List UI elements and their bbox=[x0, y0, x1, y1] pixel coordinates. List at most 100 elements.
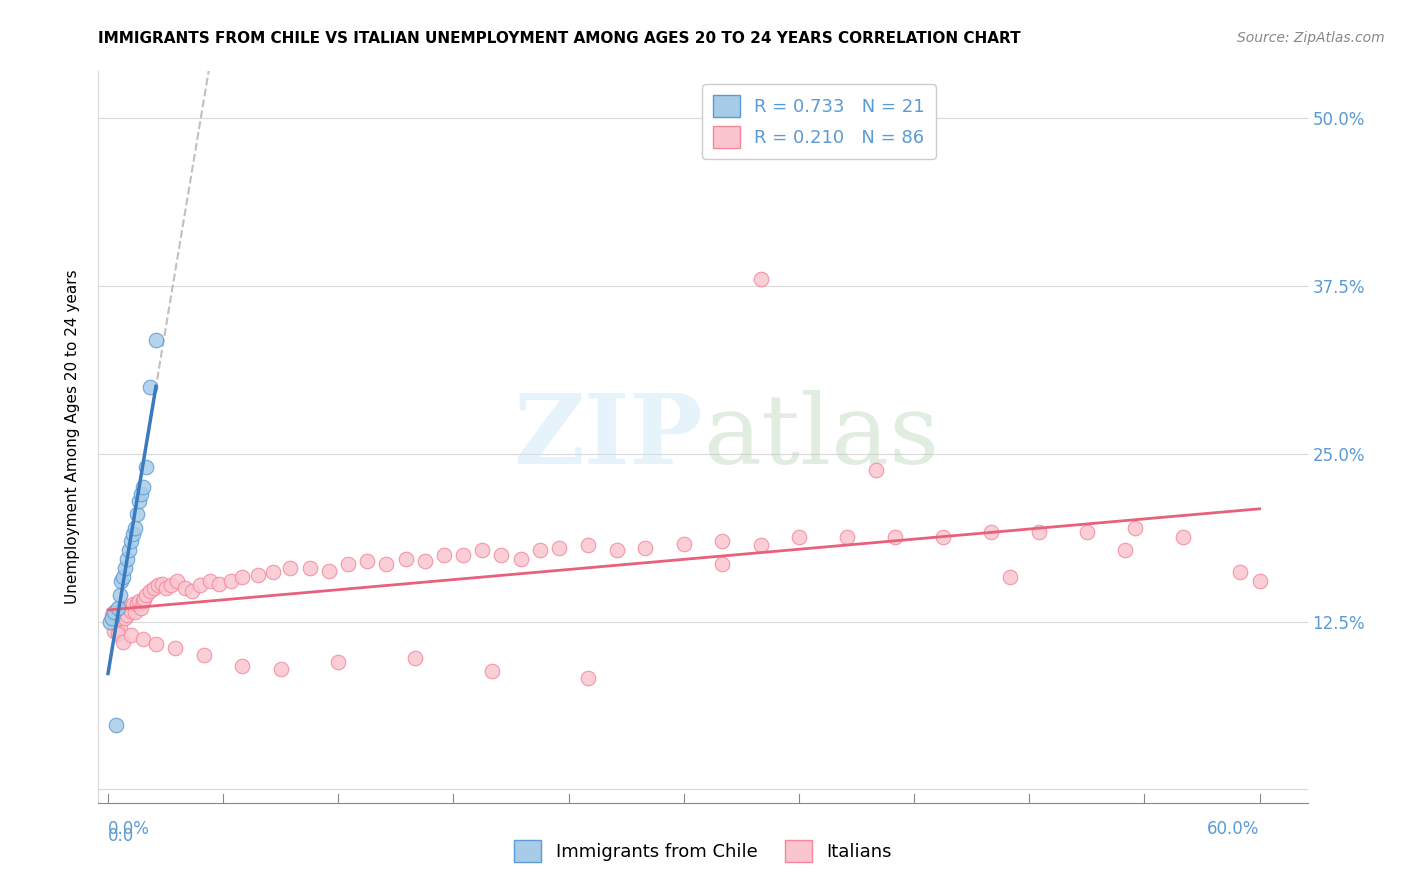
Point bbox=[160, 578, 183, 592]
Point bbox=[336, 557, 359, 571]
Point bbox=[413, 554, 436, 568]
Point bbox=[173, 581, 195, 595]
Point bbox=[145, 333, 167, 347]
Point bbox=[884, 530, 907, 544]
Point bbox=[120, 534, 142, 549]
Text: IMMIGRANTS FROM CHILE VS ITALIAN UNEMPLOYMENT AMONG AGES 20 TO 24 YEARS CORRELAT: IMMIGRANTS FROM CHILE VS ITALIAN UNEMPLO… bbox=[98, 31, 1021, 46]
Point bbox=[634, 541, 657, 555]
Point bbox=[107, 601, 129, 615]
Point bbox=[1249, 574, 1271, 589]
Legend: Immigrants from Chile, Italians: Immigrants from Chile, Italians bbox=[508, 833, 898, 870]
Point bbox=[219, 574, 242, 589]
Point bbox=[125, 597, 148, 611]
Point bbox=[131, 594, 153, 608]
Point bbox=[129, 601, 152, 615]
Point bbox=[749, 272, 772, 286]
Point bbox=[108, 588, 131, 602]
Point bbox=[356, 554, 378, 568]
Point bbox=[108, 621, 131, 635]
Point bbox=[471, 543, 494, 558]
Point bbox=[198, 574, 221, 589]
Point bbox=[481, 665, 503, 679]
Point bbox=[110, 574, 132, 589]
Point bbox=[375, 557, 398, 571]
Point bbox=[509, 551, 531, 566]
Text: Source: ZipAtlas.com: Source: ZipAtlas.com bbox=[1237, 31, 1385, 45]
Point bbox=[576, 538, 599, 552]
Point bbox=[129, 487, 152, 501]
Point bbox=[932, 530, 955, 544]
Point bbox=[112, 605, 135, 619]
Point bbox=[231, 659, 253, 673]
Point bbox=[298, 561, 321, 575]
Point bbox=[318, 564, 340, 578]
Point bbox=[124, 521, 146, 535]
Point bbox=[145, 637, 167, 651]
Point bbox=[835, 530, 858, 544]
Point bbox=[188, 578, 211, 592]
Point bbox=[150, 577, 173, 591]
Point bbox=[980, 524, 1002, 539]
Point bbox=[103, 605, 125, 619]
Point bbox=[101, 607, 124, 622]
Point bbox=[101, 610, 124, 624]
Point bbox=[404, 651, 426, 665]
Point bbox=[711, 534, 734, 549]
Point bbox=[118, 543, 141, 558]
Point bbox=[128, 493, 150, 508]
Legend: R = 0.733   N = 21, R = 0.210   N = 86: R = 0.733 N = 21, R = 0.210 N = 86 bbox=[702, 84, 936, 159]
Point bbox=[118, 601, 141, 615]
Text: atlas: atlas bbox=[703, 390, 939, 484]
Text: 60.0%: 60.0% bbox=[1208, 820, 1260, 838]
Point bbox=[1123, 521, 1146, 535]
Point bbox=[131, 480, 153, 494]
Point bbox=[394, 551, 416, 566]
Point bbox=[166, 574, 188, 589]
Point bbox=[110, 610, 132, 624]
Point bbox=[139, 583, 162, 598]
Point bbox=[112, 570, 135, 584]
Point bbox=[1229, 565, 1251, 579]
Point bbox=[103, 615, 125, 629]
Point bbox=[124, 605, 146, 619]
Point bbox=[787, 530, 810, 544]
Point bbox=[165, 641, 187, 656]
Point bbox=[104, 618, 127, 632]
Point bbox=[280, 561, 302, 575]
Point bbox=[433, 548, 456, 562]
Point bbox=[135, 588, 157, 602]
Point bbox=[131, 632, 153, 646]
Point bbox=[231, 570, 253, 584]
Point bbox=[865, 463, 887, 477]
Point bbox=[107, 626, 129, 640]
Text: 0.0: 0.0 bbox=[108, 827, 134, 845]
Point bbox=[112, 634, 135, 648]
Point bbox=[104, 718, 127, 732]
Point bbox=[1114, 543, 1136, 558]
Point bbox=[108, 601, 131, 615]
Point bbox=[270, 662, 292, 676]
Point bbox=[139, 380, 162, 394]
Point bbox=[193, 648, 215, 662]
Point bbox=[122, 597, 145, 611]
Point bbox=[98, 615, 121, 629]
Y-axis label: Unemployment Among Ages 20 to 24 years: Unemployment Among Ages 20 to 24 years bbox=[65, 269, 80, 605]
Text: ZIP: ZIP bbox=[513, 390, 703, 484]
Point bbox=[711, 557, 734, 571]
Point bbox=[491, 548, 513, 562]
Point bbox=[143, 581, 166, 595]
Text: 0.0%: 0.0% bbox=[108, 820, 150, 838]
Point bbox=[548, 541, 571, 555]
Point bbox=[1171, 530, 1194, 544]
Point bbox=[120, 628, 142, 642]
Point bbox=[672, 537, 695, 551]
Point bbox=[107, 624, 129, 638]
Point bbox=[120, 604, 142, 618]
Point bbox=[128, 594, 150, 608]
Point bbox=[1028, 524, 1050, 539]
Point bbox=[115, 607, 138, 622]
Point bbox=[125, 508, 148, 522]
Point bbox=[262, 565, 284, 579]
Point bbox=[122, 527, 145, 541]
Point bbox=[246, 567, 269, 582]
